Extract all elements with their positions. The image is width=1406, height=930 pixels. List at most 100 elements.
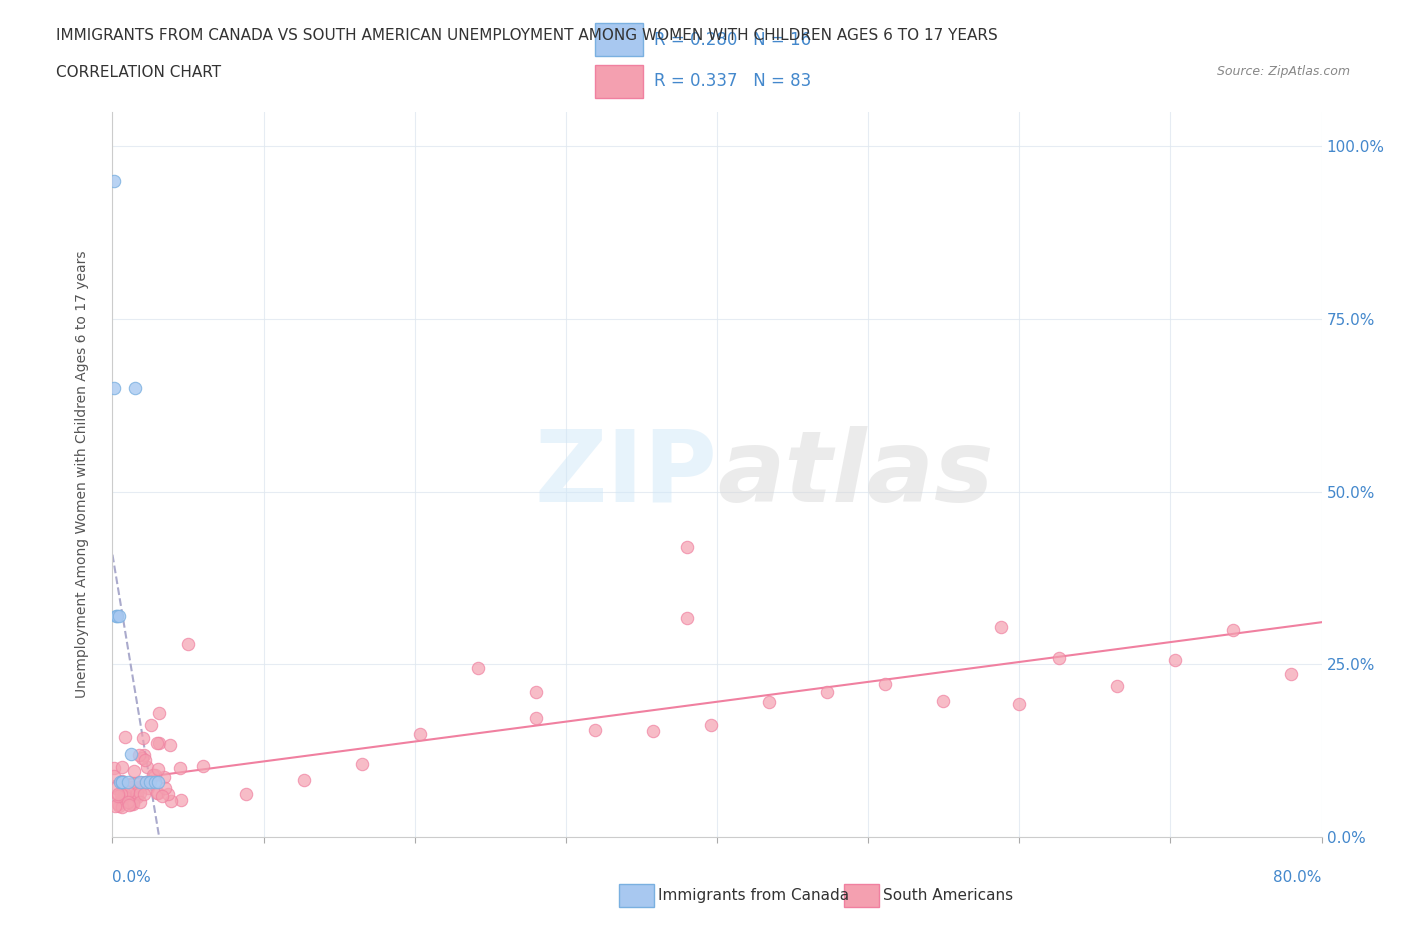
Bar [595,23,643,56]
Point [111,773,134,788]
Point [103,173,125,188]
Point [292,773,315,788]
Point [124,790,146,804]
Point [1222,622,1244,637]
Point [150,789,173,804]
Point [128,775,150,790]
Point [120,747,142,762]
Point [105,781,128,796]
Point [103,798,125,813]
Point [141,767,163,782]
Point [121,779,143,794]
Point [107,789,129,804]
Point [235,787,257,802]
Point [107,796,129,811]
Text: 80.0%: 80.0% [1274,870,1322,884]
Text: atlas: atlas [717,426,994,523]
Text: R = 0.337   N = 83: R = 0.337 N = 83 [654,73,811,90]
Point [1164,653,1187,668]
Point [152,769,174,784]
Point [1047,650,1070,665]
Point [104,608,127,623]
Point [134,748,156,763]
Point [110,775,132,790]
Point [169,760,191,775]
Point [117,775,139,790]
Point [758,694,780,709]
Point [148,706,170,721]
Point [526,685,548,700]
Point [117,785,139,800]
Point [1107,679,1129,694]
Point [107,786,129,801]
Point [146,775,169,790]
Text: R = 0.280   N = 16: R = 0.280 N = 16 [654,31,811,48]
Point [105,608,128,623]
Point [146,762,169,777]
Point [110,792,132,807]
Point [134,776,156,790]
Point [111,760,134,775]
Point [118,798,141,813]
Point [143,767,166,782]
Point [122,796,145,811]
Point [107,608,129,623]
Point [129,786,152,801]
Point [139,775,162,790]
Point [191,759,214,774]
Text: South Americans: South Americans [883,887,1014,903]
Point [524,711,547,725]
Point [108,775,131,790]
Point [131,730,153,745]
Point [122,794,145,809]
Point [1279,667,1302,682]
Point [112,786,135,801]
Point [409,726,432,741]
Text: Source: ZipAtlas.com: Source: ZipAtlas.com [1216,65,1350,78]
Point [103,760,125,775]
Point [134,752,156,767]
Point [128,779,150,794]
Point [177,636,200,651]
Point [641,724,664,738]
Point [114,729,136,744]
Point [111,800,134,815]
Point [932,694,955,709]
Point [990,620,1012,635]
Point [143,775,166,790]
Point [110,787,132,802]
Point [131,751,153,765]
Text: Immigrants from Canada: Immigrants from Canada [658,887,849,903]
Point [139,718,162,733]
Text: ZIP: ZIP [534,426,717,523]
Point [117,794,139,809]
Point [135,759,157,774]
Point [146,736,169,751]
Point [132,786,155,801]
Point [159,737,181,752]
Point [124,380,146,395]
Text: CORRELATION CHART: CORRELATION CHART [56,65,221,80]
Point [128,748,150,763]
Point [1008,696,1031,711]
Point [120,797,142,812]
Point [110,775,132,790]
Point [155,781,177,796]
Point [170,793,193,808]
Point [127,786,149,801]
Point [583,723,606,737]
Point [675,539,697,554]
Point [815,684,838,699]
Point [873,677,896,692]
Point [103,768,125,783]
Point [156,787,179,802]
Point [115,787,138,802]
Point [127,790,149,804]
Point [135,775,157,790]
Text: IMMIGRANTS FROM CANADA VS SOUTH AMERICAN UNEMPLOYMENT AMONG WOMEN WITH CHILDREN : IMMIGRANTS FROM CANADA VS SOUTH AMERICAN… [56,28,998,43]
Point [352,756,374,771]
Point [122,764,145,778]
Bar [595,65,643,98]
Point [136,781,159,796]
Point [122,776,145,790]
